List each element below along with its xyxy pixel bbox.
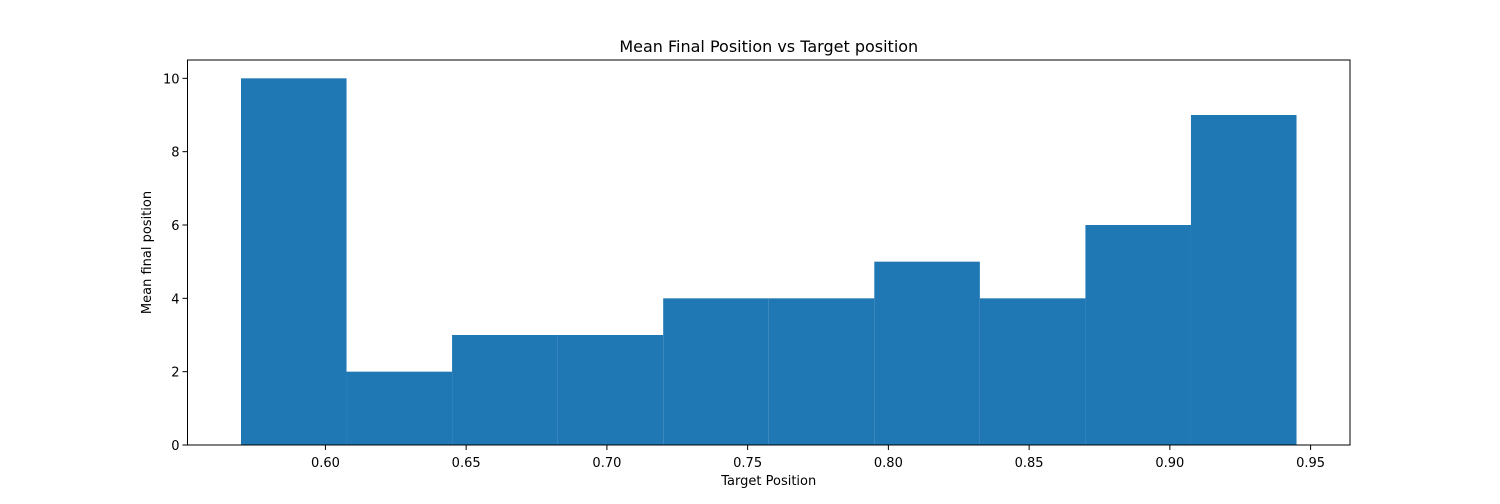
- histogram-bar-6: [768, 298, 875, 445]
- histogram-bar-9: [1085, 225, 1191, 445]
- x-tick-label: 0.60: [311, 456, 340, 471]
- x-tick-label: 0.85: [1015, 456, 1044, 471]
- x-tick-label: 0.95: [1296, 456, 1325, 471]
- histogram-bar-10: [1190, 115, 1297, 445]
- bars-layer: [240, 78, 1297, 445]
- plot-frame: [187, 59, 1351, 446]
- x-tick-label: 0.65: [452, 456, 481, 471]
- histogram-bar-4: [557, 335, 664, 445]
- x-tick-label: 0.90: [1155, 456, 1184, 471]
- x-tick-label: 0.75: [733, 456, 762, 471]
- histogram-bar-5: [663, 298, 769, 445]
- chart-title: Mean Final Position vs Target position: [619, 37, 918, 56]
- y-tick-label: 8: [171, 146, 179, 161]
- y-tick-label: 0: [171, 439, 179, 454]
- y-tick-label: 4: [171, 292, 179, 307]
- y-tick-label: 2: [171, 366, 179, 381]
- histogram-bar-7: [874, 261, 980, 445]
- y-tick-label: 10: [163, 72, 180, 87]
- histogram-bar-1: [240, 78, 347, 445]
- x-tick-label: 0.80: [874, 456, 903, 471]
- y-axis-label: Mean final position: [140, 191, 155, 314]
- histogram-bar-2: [346, 371, 453, 445]
- x-axis-ticks: 0.60 0.65 0.70 0.75 0.80 0.85 0.90 0.95: [311, 445, 1325, 471]
- histogram-bar-8: [979, 298, 1086, 445]
- y-tick-label: 6: [171, 219, 179, 234]
- x-axis-label: Target Position: [720, 474, 816, 489]
- x-tick-label: 0.70: [592, 456, 621, 471]
- y-axis-ticks: 0 2 4 6 8 10: [163, 72, 188, 454]
- histogram-bar-3: [452, 335, 558, 445]
